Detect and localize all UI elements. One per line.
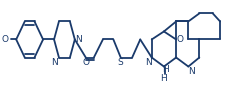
Text: H: H (161, 74, 167, 83)
Text: O: O (176, 35, 183, 44)
Text: N: N (145, 57, 152, 67)
Text: H: H (162, 65, 169, 74)
Text: O: O (82, 57, 89, 67)
Text: N: N (188, 67, 195, 75)
Text: O: O (2, 35, 9, 44)
Text: S: S (118, 57, 123, 67)
Text: N: N (51, 57, 57, 67)
Text: N: N (75, 35, 82, 44)
